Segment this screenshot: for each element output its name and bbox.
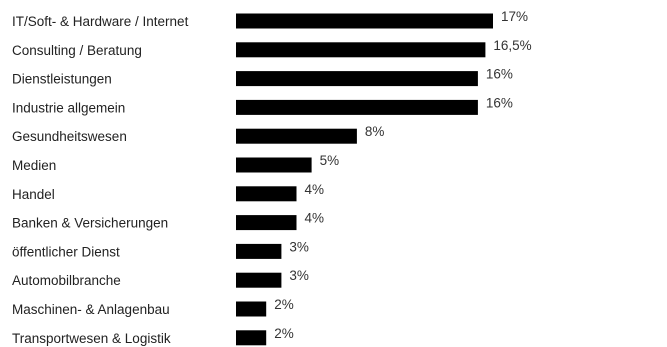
bar [236, 157, 312, 173]
bar [236, 330, 267, 346]
value-label: 4% [305, 211, 325, 226]
category-label: öffentlicher Dienst [12, 244, 120, 259]
category-label: Banken & Versicherungen [12, 216, 168, 231]
bar [236, 71, 478, 87]
value-label: 16% [486, 67, 513, 82]
category-label: Gesundheitswesen [12, 129, 127, 144]
bar [236, 243, 282, 259]
bar [236, 301, 267, 317]
bar [236, 128, 357, 144]
category-label: Automobilbranche [12, 273, 121, 288]
category-label: Medien [12, 158, 56, 173]
category-label: Industrie allgemein [12, 100, 125, 115]
value-label: 2% [274, 326, 294, 341]
bar [236, 42, 486, 58]
bar [236, 13, 493, 29]
value-label: 2% [274, 297, 294, 312]
value-label: 17% [501, 9, 528, 24]
value-label: 16,5% [493, 38, 531, 53]
value-label: 5% [320, 153, 340, 168]
value-label: 16% [486, 95, 513, 110]
value-label: 3% [289, 268, 309, 283]
category-label: IT/Soft- & Hardware / Internet [12, 14, 189, 29]
category-label: Handel [12, 187, 55, 202]
value-label: 3% [289, 239, 309, 254]
value-label: 8% [365, 124, 385, 139]
bar [236, 186, 297, 202]
value-label: 4% [305, 182, 325, 197]
bar [236, 99, 478, 115]
category-label: Transportwesen & Logistik [12, 331, 171, 346]
category-label: Consulting / Beratung [12, 43, 142, 58]
category-label: Maschinen- & Anlagenbau [12, 302, 170, 317]
bar [236, 215, 297, 231]
category-label: Dienstleistungen [12, 72, 112, 87]
bar [236, 272, 282, 288]
